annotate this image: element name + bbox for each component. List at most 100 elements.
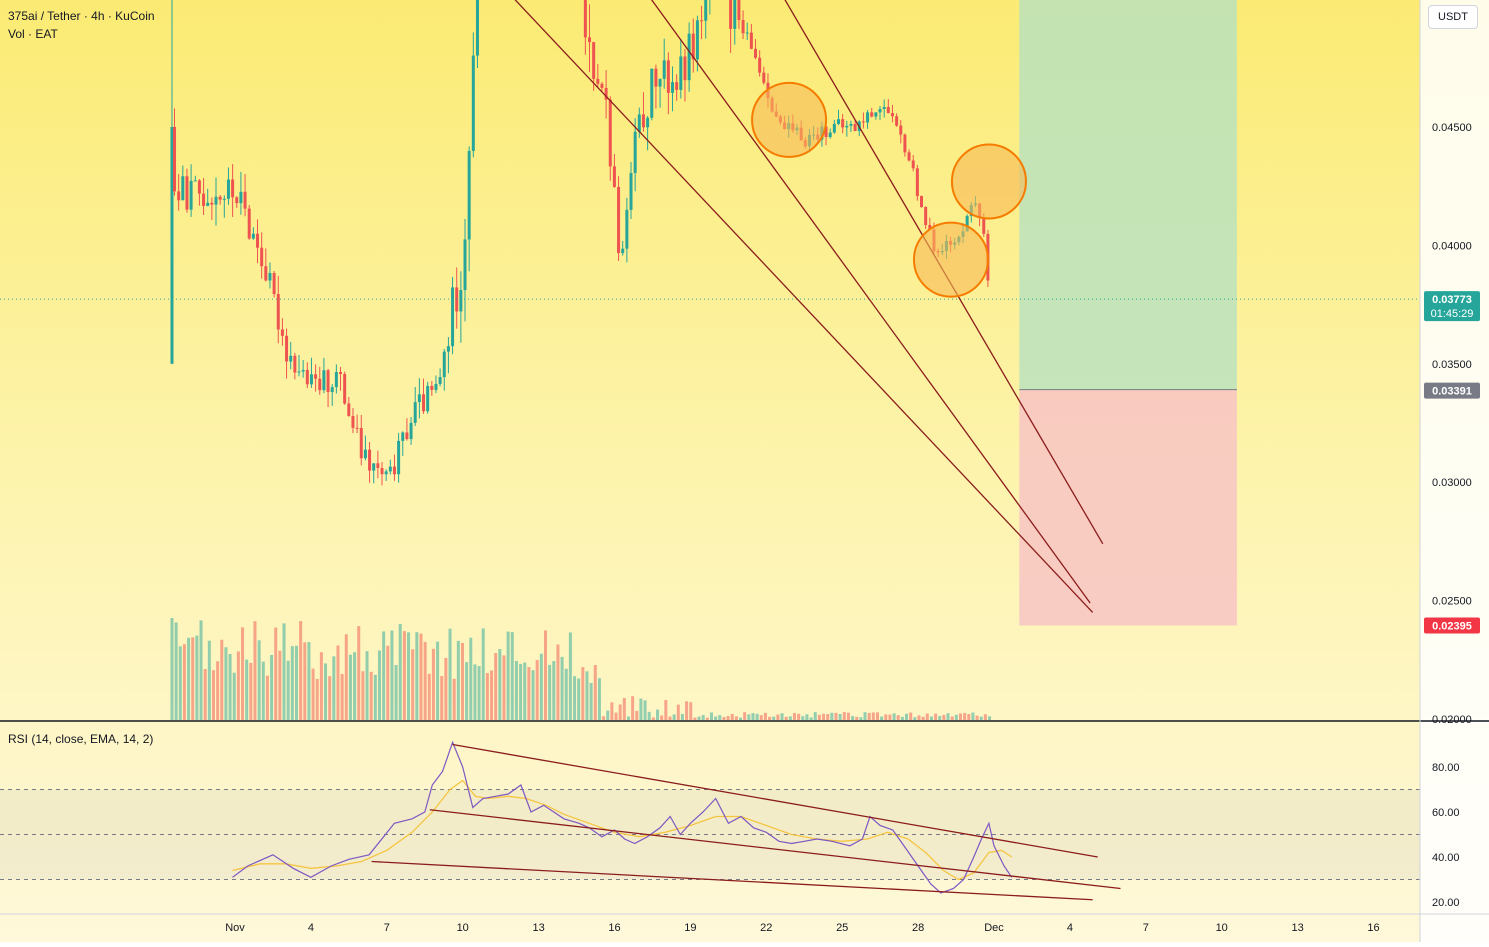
volume-bar — [768, 716, 772, 720]
volume-bar — [867, 712, 871, 720]
candle-body — [866, 112, 870, 123]
candle-body — [849, 123, 853, 126]
volume-bar — [485, 673, 489, 720]
volume-bar — [585, 671, 589, 720]
candle-body — [471, 55, 475, 151]
time-tick-label: 13 — [1291, 922, 1303, 934]
volume-bar — [278, 650, 282, 720]
volume-bar — [552, 660, 556, 720]
volume-bar — [249, 662, 253, 720]
volume-bar — [792, 713, 796, 720]
candle-body — [596, 78, 600, 84]
volume-bar — [402, 631, 406, 720]
volume-bar — [813, 712, 817, 720]
volume-bar — [494, 653, 498, 720]
candle-body — [417, 394, 421, 403]
candle-body — [666, 60, 670, 93]
candle-body — [446, 346, 450, 352]
volume-bar — [888, 714, 892, 720]
volume-bar — [801, 716, 805, 720]
candle-body — [882, 106, 886, 110]
candle-body — [438, 377, 442, 384]
candle-body — [845, 125, 849, 128]
current-price-badge-bg — [1424, 291, 1480, 322]
candle-body — [430, 385, 434, 390]
volume-bar — [332, 656, 336, 720]
volume-bar — [357, 626, 361, 720]
time-tick-label: 25 — [836, 922, 848, 934]
volume-bar — [431, 648, 435, 720]
volume-bar — [701, 715, 705, 720]
volume-bar — [709, 712, 713, 720]
candle-body — [629, 173, 633, 210]
candle-body — [604, 87, 608, 100]
volume-bar — [979, 716, 983, 720]
candle-body — [214, 196, 218, 205]
candle-body — [853, 123, 857, 131]
candle-body — [343, 373, 347, 404]
volume-bar — [934, 713, 938, 720]
candle-body — [874, 112, 878, 117]
volume-bar — [597, 678, 601, 720]
volume-bar — [199, 620, 203, 720]
volume-bar — [855, 716, 859, 720]
candle-body — [351, 416, 355, 428]
volume-bar — [751, 713, 755, 720]
volume-bar — [714, 716, 718, 720]
time-tick-label: 16 — [608, 922, 620, 934]
volume-bar — [236, 651, 240, 720]
time-tick-label: 4 — [308, 922, 314, 934]
volume-bar — [261, 661, 265, 720]
volume-bar — [610, 702, 614, 720]
volume-bar — [875, 712, 879, 720]
volume-bar — [743, 712, 747, 720]
candle-body — [388, 466, 392, 472]
volume-bar — [722, 717, 726, 720]
candle-body — [608, 99, 612, 167]
volume-bar — [315, 678, 319, 720]
candle-body — [658, 78, 662, 87]
candle-body — [334, 372, 338, 388]
candle-body — [218, 196, 222, 200]
candle-body — [181, 176, 185, 201]
candle-body — [890, 113, 894, 117]
candle-body — [695, 20, 699, 60]
volume-bar — [382, 631, 386, 720]
entry-price-badge: 0.03391 — [1432, 386, 1472, 398]
volume-bar — [606, 710, 610, 720]
candle-body — [691, 33, 695, 60]
candle-body — [878, 109, 882, 113]
candle-body — [662, 60, 666, 79]
volume-bar — [788, 716, 792, 720]
candle-body — [641, 114, 645, 128]
candle-body — [372, 463, 376, 471]
volume-bar — [253, 621, 257, 720]
volume-bar — [319, 652, 323, 720]
volume-bar — [444, 657, 448, 720]
candle-body — [617, 186, 621, 254]
candle-body — [592, 42, 596, 79]
candle-body — [928, 225, 932, 230]
volume-bar — [216, 661, 220, 720]
currency-button[interactable]: USDT — [1428, 5, 1478, 29]
candle-body — [210, 202, 214, 205]
candle-body — [899, 125, 903, 135]
candle-body — [654, 68, 658, 87]
candle-body — [475, 0, 479, 56]
volume-bar — [772, 716, 776, 720]
candle-body — [841, 119, 845, 128]
volume-bar — [755, 713, 759, 720]
loss-zone — [1019, 389, 1237, 626]
volume-bar — [975, 715, 979, 720]
volume-bar — [460, 642, 464, 720]
volume-bar — [805, 714, 809, 720]
volume-bar — [660, 715, 664, 720]
volume-bar — [477, 666, 481, 720]
rsi-tick-label: 40.00 — [1432, 852, 1460, 864]
entry-price-badge-bg — [1424, 382, 1480, 399]
volume-bar — [203, 669, 207, 720]
volume-bar — [676, 704, 680, 720]
volume-bar — [232, 672, 236, 720]
volume-bar — [440, 676, 444, 720]
